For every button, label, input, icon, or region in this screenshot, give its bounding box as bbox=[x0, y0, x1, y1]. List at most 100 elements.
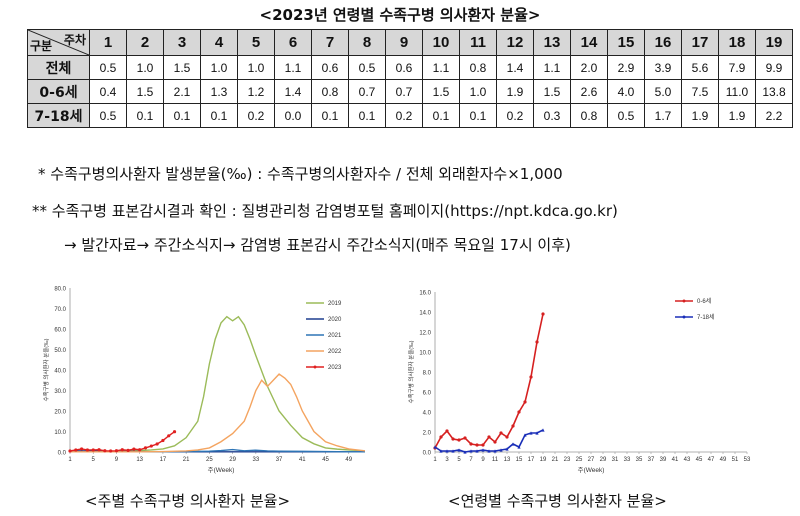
legend-label: 0-6세 bbox=[697, 297, 711, 305]
data-point bbox=[445, 449, 449, 453]
data-point bbox=[138, 448, 142, 452]
table-cell: 2.2 bbox=[755, 103, 793, 128]
data-point bbox=[493, 440, 497, 444]
row-label: 0-6세 bbox=[27, 79, 90, 104]
legend-marker bbox=[313, 365, 317, 369]
data-point bbox=[457, 448, 461, 452]
x-tick-label: 21 bbox=[183, 457, 190, 463]
x-tick-label: 21 bbox=[552, 457, 559, 463]
table-cell: 1.0 bbox=[126, 55, 164, 80]
x-tick-label: 7 bbox=[469, 457, 473, 463]
weekly-rate-chart: 0.0 10.0 20.0 30.0 40.0 50.0 60.0 70.0 80.0 1 5 9 13… bbox=[42, 287, 365, 474]
week-header-cell: 18 bbox=[718, 29, 756, 56]
age-rate-chart: 0.02.04.06.08.010.012.014.016.01 3 5 7 9 11 13… bbox=[407, 291, 751, 475]
data-point bbox=[114, 449, 119, 453]
data-point bbox=[511, 442, 515, 446]
table-cell: 5.6 bbox=[681, 55, 719, 80]
x-tick-label: 43 bbox=[684, 457, 691, 463]
table-cell: 0.7 bbox=[385, 79, 423, 104]
data-point bbox=[541, 312, 545, 316]
week-header-cell: 8 bbox=[348, 29, 386, 56]
data-point bbox=[481, 448, 485, 452]
data-point bbox=[132, 447, 136, 451]
x-tick-label: 33 bbox=[624, 457, 631, 463]
data-point bbox=[439, 435, 443, 439]
x-tick-label: 45 bbox=[696, 457, 703, 463]
x-tick-label: 29 bbox=[600, 457, 607, 463]
y-tick-label: 70.0 bbox=[54, 307, 66, 313]
table-cell: 0.2 bbox=[385, 103, 423, 128]
data-point bbox=[161, 438, 165, 443]
table-row-age-7-18: 7-18세 0.5 0.1 0.1 0.1 0.2 0.0 0.1 0.1 0.2 0.1 0.1 0.… bbox=[27, 103, 793, 128]
data-point bbox=[143, 446, 148, 450]
x-tick-label: 35 bbox=[636, 457, 643, 463]
x-tick-label: 25 bbox=[576, 457, 583, 463]
table-cell: 1.0 bbox=[200, 55, 238, 80]
x-tick-label: 37 bbox=[648, 457, 655, 463]
note-definition: * 수족구병의사환자 발생분율(‰) : 수족구병의사환자수 / 전체 외래환자… bbox=[38, 165, 563, 183]
table-cell: 0.1 bbox=[163, 103, 201, 128]
table-cell: 0.8 bbox=[311, 79, 349, 104]
table-cell: 3.9 bbox=[644, 55, 682, 80]
x-tick-label: 49 bbox=[720, 457, 727, 463]
data-point bbox=[493, 449, 497, 453]
table-cell: 0.3 bbox=[533, 103, 571, 128]
week-header-cell: 15 bbox=[607, 29, 645, 56]
x-tick-label: 5 bbox=[457, 457, 461, 463]
week-header-cell: 9 bbox=[385, 29, 423, 56]
x-tick-label: 11 bbox=[492, 457, 499, 463]
week-header-cell: 14 bbox=[570, 29, 608, 56]
data-point bbox=[439, 449, 443, 453]
week-header-cell: 19 bbox=[755, 29, 793, 56]
table-cell: 11.0 bbox=[718, 79, 756, 104]
x-tick-label: 31 bbox=[612, 457, 619, 463]
x-tick-label: 9 bbox=[115, 457, 119, 463]
week-header-cell: 2 bbox=[126, 29, 164, 56]
series-line-0-6세 bbox=[434, 313, 544, 449]
table-cell: 1.5 bbox=[422, 79, 460, 104]
data-point bbox=[74, 448, 78, 452]
x-tick-label: 15 bbox=[516, 457, 523, 463]
data-point bbox=[541, 428, 545, 432]
data-point bbox=[535, 340, 539, 344]
data-point bbox=[529, 375, 533, 379]
table-cell: 2.6 bbox=[570, 79, 608, 104]
table-cell: 1.4 bbox=[496, 55, 534, 80]
table-cell: 0.4 bbox=[89, 79, 127, 104]
table-cell: 0.1 bbox=[200, 103, 238, 128]
y-tick-label: 30.0 bbox=[54, 389, 66, 395]
table-cell: 0.1 bbox=[311, 103, 349, 128]
legend-label: 2019 bbox=[328, 301, 342, 307]
caption-weekly-chart: <주별 수족구병 의사환자 분율> bbox=[85, 492, 291, 510]
week-header-cell: 17 bbox=[681, 29, 719, 56]
table-cell: 1.3 bbox=[200, 79, 238, 104]
week-header-cell: 13 bbox=[533, 29, 571, 56]
data-point bbox=[126, 448, 130, 452]
y-tick-label: 14.0 bbox=[419, 311, 431, 317]
table-cell: 0.8 bbox=[459, 55, 497, 80]
x-tick-label: 39 bbox=[660, 457, 667, 463]
week-header-cell: 10 bbox=[422, 29, 460, 56]
week-header-cell: 4 bbox=[200, 29, 238, 56]
page-title: <2023년 연령별 수족구병 의사환자 분율> bbox=[259, 6, 541, 24]
data-point bbox=[475, 449, 479, 453]
series-line-2023 bbox=[69, 431, 175, 452]
row-label: 전체 bbox=[27, 55, 90, 80]
legend-label: 2021 bbox=[328, 333, 342, 339]
data-point bbox=[505, 435, 509, 439]
note-source: ** 수족구병 표본감시결과 확인 : 질병관리청 감염병포털 홈페이지(htt… bbox=[32, 202, 618, 220]
y-tick-label: 12.0 bbox=[419, 331, 431, 337]
data-point bbox=[469, 449, 473, 453]
x-tick-label: 13 bbox=[136, 457, 143, 463]
data-point bbox=[523, 400, 527, 404]
x-tick-label: 19 bbox=[540, 457, 547, 463]
data-point bbox=[451, 449, 455, 453]
x-tick-label: 1 bbox=[433, 457, 437, 463]
table-cell: 0.2 bbox=[237, 103, 275, 128]
data-point bbox=[167, 434, 171, 438]
y-tick-label: 50.0 bbox=[54, 348, 66, 354]
data-point bbox=[149, 444, 153, 448]
y-tick-label: 10.0 bbox=[54, 430, 66, 436]
table-cell: 7.9 bbox=[718, 55, 756, 80]
table-cell: 1.4 bbox=[274, 79, 312, 104]
